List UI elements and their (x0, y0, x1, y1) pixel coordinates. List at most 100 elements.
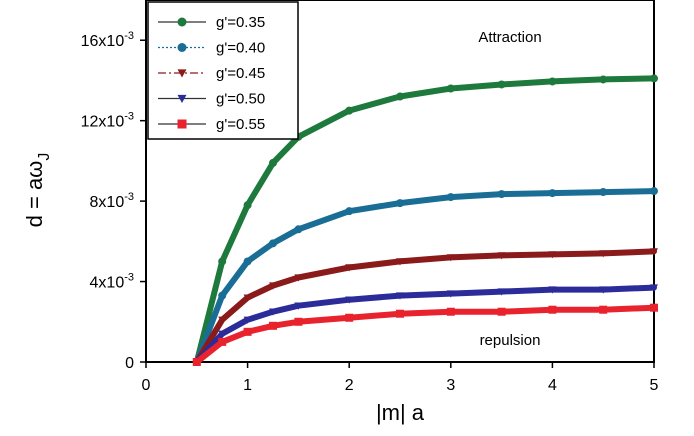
series-line (193, 75, 657, 365)
legend-label: g'=0.35 (216, 14, 265, 31)
data-point (177, 119, 187, 129)
series-5 (192, 303, 658, 366)
data-point (396, 92, 404, 101)
data-point (345, 207, 354, 216)
data-point (497, 288, 506, 296)
data-point (650, 74, 658, 83)
data-point (446, 307, 455, 316)
y-ticks: 0 4x10-3 8x10-3 12x10-3 16x10-3 (81, 30, 146, 372)
legend-box (147, 1, 299, 140)
data-point (548, 305, 557, 314)
data-point (446, 290, 455, 298)
data-point (269, 308, 277, 316)
data-point (396, 309, 404, 318)
data-point (650, 303, 658, 312)
data-point (599, 305, 608, 314)
y-axis-title: d = aωJ (22, 153, 53, 228)
data-point (650, 187, 658, 196)
data-point (243, 201, 252, 210)
data-point (650, 284, 658, 292)
data-point (599, 286, 608, 294)
data-point (345, 313, 354, 322)
series-3 (192, 248, 658, 366)
data-point (177, 94, 187, 103)
data-point (218, 291, 227, 300)
series-line (193, 188, 657, 365)
data-point (650, 248, 658, 256)
legend-item: g'=0.35 (158, 14, 265, 31)
x-tick-label: 3 (446, 377, 455, 394)
data-point (599, 75, 608, 84)
legend-item: g'=0.45 (158, 65, 265, 82)
x-tick-label: 1 (243, 377, 252, 394)
legend: g'=0.35 g'=0.40 g'=0.45 g'=0.50 g'=0.55 (147, 1, 299, 140)
data-point (396, 258, 404, 266)
data-point (599, 188, 608, 197)
series-line (193, 304, 657, 365)
series-line (193, 248, 657, 365)
y-axis-title-main: d = aω (22, 161, 47, 228)
data-point (548, 286, 557, 294)
annotation-attraction: Attraction (478, 29, 541, 46)
data-point (269, 321, 277, 330)
data-point (243, 316, 252, 324)
data-point (345, 296, 354, 304)
data-point (345, 264, 354, 272)
data-point (497, 252, 506, 260)
x-axis-title: |m| a (376, 400, 425, 425)
x-tick-label: 0 (142, 377, 151, 394)
legend-label: g'=0.50 (216, 91, 265, 108)
data-point (177, 17, 187, 27)
data-point (243, 294, 252, 302)
data-point (446, 254, 455, 262)
x-tick-label: 2 (345, 377, 354, 394)
data-point (294, 274, 303, 282)
data-point (269, 282, 277, 290)
legend-item: g'=0.40 (158, 40, 265, 57)
data-point (446, 193, 455, 202)
series-2 (192, 187, 658, 366)
annotation-repulsion: repulsion (480, 332, 541, 349)
data-point (396, 292, 404, 300)
data-point (218, 337, 227, 346)
y-tick-label: 16x10-3 (81, 30, 134, 50)
x-ticks: 0 1 2 3 4 5 (142, 362, 659, 394)
legend-label: g'=0.40 (216, 40, 265, 57)
legend-item: g'=0.55 (158, 116, 265, 133)
series-line (193, 284, 657, 365)
x-tick-label: 5 (650, 377, 659, 394)
legend-item: g'=0.50 (158, 91, 265, 108)
y-tick-label: 0 (125, 355, 134, 372)
data-point (446, 84, 455, 93)
data-point (269, 158, 277, 167)
data-point (218, 316, 227, 324)
y-tick-label: 4x10-3 (90, 272, 134, 292)
y-tick-label: 8x10-3 (90, 191, 134, 211)
data-point (497, 307, 506, 316)
data-point (294, 225, 303, 234)
data-point (218, 257, 227, 266)
data-point (599, 250, 608, 258)
data-point (345, 106, 354, 115)
series-layer (192, 74, 658, 366)
data-point (497, 80, 506, 89)
legend-label: g'=0.55 (216, 116, 265, 133)
data-point (294, 317, 303, 326)
y-tick-label: 12x10-3 (81, 111, 134, 131)
svg-text:d = aωJ: d = aωJ (22, 153, 53, 228)
data-point (269, 239, 277, 248)
data-point (396, 199, 404, 208)
legend-label: g'=0.45 (216, 65, 265, 82)
data-point (192, 358, 201, 366)
data-point (243, 257, 252, 266)
data-point (548, 77, 557, 86)
data-point (497, 190, 506, 199)
data-point (177, 43, 187, 52)
data-point (294, 302, 303, 310)
x-tick-label: 4 (548, 377, 557, 394)
data-point (548, 251, 557, 259)
y-axis-title-sub: J (36, 153, 53, 161)
data-point (548, 189, 557, 198)
plot-frame (145, 0, 655, 363)
